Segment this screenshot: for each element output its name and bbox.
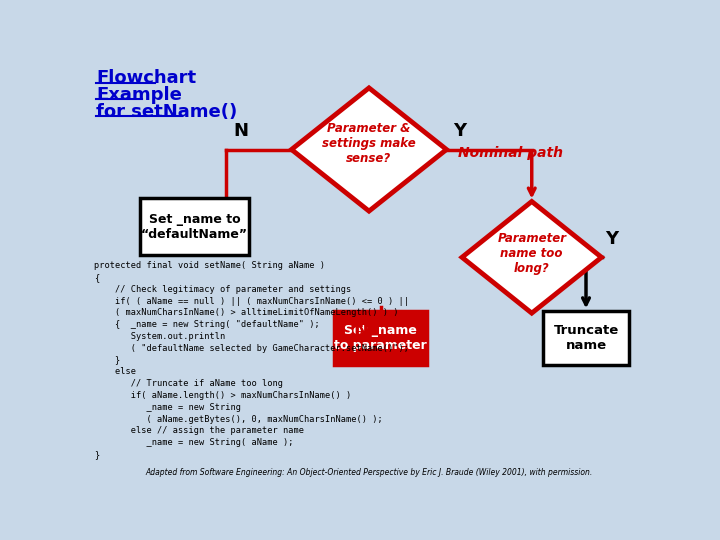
Text: N: N xyxy=(354,321,369,339)
Text: Set _name to
“defaultName”: Set _name to “defaultName” xyxy=(141,213,248,240)
Text: Nominal path: Nominal path xyxy=(458,146,563,160)
FancyBboxPatch shape xyxy=(140,198,249,255)
Text: Set _name
to parameter: Set _name to parameter xyxy=(334,324,427,352)
Polygon shape xyxy=(292,88,446,211)
Text: N: N xyxy=(233,122,248,140)
FancyBboxPatch shape xyxy=(334,311,427,365)
Text: Flowchart: Flowchart xyxy=(96,69,197,86)
Text: protected final void setName( String aName )
{
    // Check legitimacy of parame: protected final void setName( String aNa… xyxy=(94,261,409,459)
Text: Y: Y xyxy=(453,122,466,140)
Text: Truncate
name: Truncate name xyxy=(554,324,618,352)
Text: Y: Y xyxy=(606,230,618,248)
Text: Example: Example xyxy=(96,85,182,104)
Text: Adapted from Software Engineering: An Object-Oriented Perspective by Eric J. Bra: Adapted from Software Engineering: An Ob… xyxy=(145,468,593,477)
FancyBboxPatch shape xyxy=(544,311,629,365)
Text: Parameter
name too
long?: Parameter name too long? xyxy=(498,232,566,275)
Text: for setName(): for setName() xyxy=(96,103,238,120)
Polygon shape xyxy=(462,201,601,313)
Text: Parameter &
settings make
sense?: Parameter & settings make sense? xyxy=(322,122,416,165)
